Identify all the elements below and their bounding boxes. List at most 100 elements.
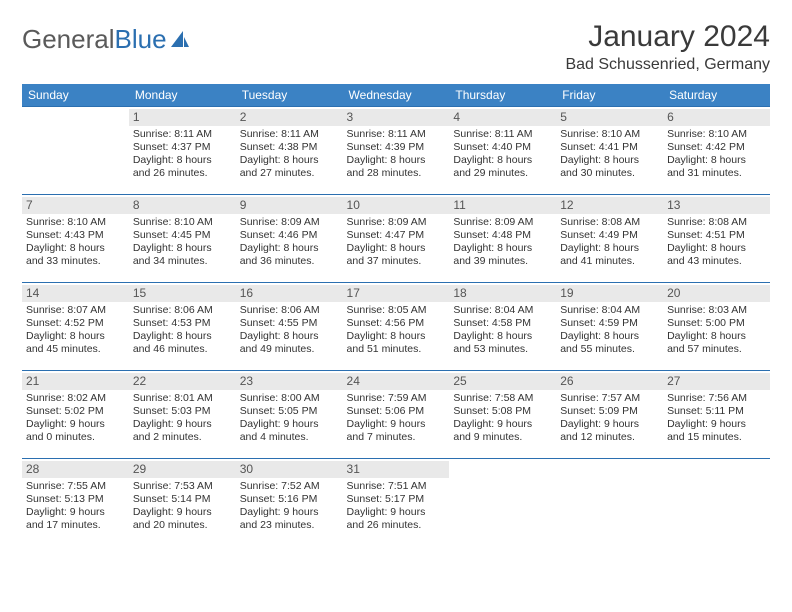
day-number: 7 [22, 197, 129, 214]
weekday-header: Monday [129, 84, 236, 107]
weekday-header: Wednesday [343, 84, 450, 107]
daylight-line-2: and 4 minutes. [240, 431, 339, 444]
calendar-day-cell: 1Sunrise: 8:11 AMSunset: 4:37 PMDaylight… [129, 107, 236, 195]
sunset-line: Sunset: 4:45 PM [133, 229, 232, 242]
sunrise-line: Sunrise: 8:10 AM [560, 128, 659, 141]
calendar-day-cell: 2Sunrise: 8:11 AMSunset: 4:38 PMDaylight… [236, 107, 343, 195]
day-number: 24 [343, 373, 450, 390]
daylight-line-1: Daylight: 9 hours [240, 506, 339, 519]
logo-sail-icon [169, 29, 191, 51]
daylight-line-2: and 39 minutes. [453, 255, 552, 268]
daylight-line-1: Daylight: 9 hours [453, 418, 552, 431]
daylight-line-2: and 33 minutes. [26, 255, 125, 268]
sunrise-line: Sunrise: 7:52 AM [240, 480, 339, 493]
day-number: 22 [129, 373, 236, 390]
weekday-header: Friday [556, 84, 663, 107]
sunset-line: Sunset: 5:05 PM [240, 405, 339, 418]
sunrise-line: Sunrise: 8:03 AM [667, 304, 766, 317]
daylight-line-2: and 20 minutes. [133, 519, 232, 532]
day-number: 5 [556, 109, 663, 126]
sunset-line: Sunset: 5:00 PM [667, 317, 766, 330]
calendar-day-cell: 31Sunrise: 7:51 AMSunset: 5:17 PMDayligh… [343, 459, 450, 547]
sunrise-line: Sunrise: 8:06 AM [240, 304, 339, 317]
daylight-line-2: and 28 minutes. [347, 167, 446, 180]
daylight-line-2: and 26 minutes. [133, 167, 232, 180]
daylight-line-2: and 15 minutes. [667, 431, 766, 444]
day-number: 11 [449, 197, 556, 214]
sunrise-line: Sunrise: 8:09 AM [240, 216, 339, 229]
calendar-day-cell: 20Sunrise: 8:03 AMSunset: 5:00 PMDayligh… [663, 283, 770, 371]
calendar-day-cell: 29Sunrise: 7:53 AMSunset: 5:14 PMDayligh… [129, 459, 236, 547]
calendar-day-cell: 12Sunrise: 8:08 AMSunset: 4:49 PMDayligh… [556, 195, 663, 283]
daylight-line-1: Daylight: 8 hours [133, 242, 232, 255]
daylight-line-1: Daylight: 9 hours [26, 506, 125, 519]
day-number: 12 [556, 197, 663, 214]
sunset-line: Sunset: 4:40 PM [453, 141, 552, 154]
day-number: 21 [22, 373, 129, 390]
calendar-body: 1Sunrise: 8:11 AMSunset: 4:37 PMDaylight… [22, 107, 770, 547]
sunrise-line: Sunrise: 8:11 AM [347, 128, 446, 141]
calendar-day-cell: 9Sunrise: 8:09 AMSunset: 4:46 PMDaylight… [236, 195, 343, 283]
daylight-line-2: and 57 minutes. [667, 343, 766, 356]
sunrise-line: Sunrise: 8:09 AM [453, 216, 552, 229]
daylight-line-1: Daylight: 9 hours [26, 418, 125, 431]
sunrise-line: Sunrise: 8:08 AM [560, 216, 659, 229]
day-number: 28 [22, 461, 129, 478]
daylight-line-2: and 55 minutes. [560, 343, 659, 356]
calendar-week-row: 14Sunrise: 8:07 AMSunset: 4:52 PMDayligh… [22, 283, 770, 371]
sunrise-line: Sunrise: 8:06 AM [133, 304, 232, 317]
calendar-day-cell [556, 459, 663, 547]
calendar-day-cell: 30Sunrise: 7:52 AMSunset: 5:16 PMDayligh… [236, 459, 343, 547]
daylight-line-2: and 17 minutes. [26, 519, 125, 532]
calendar-day-cell: 11Sunrise: 8:09 AMSunset: 4:48 PMDayligh… [449, 195, 556, 283]
daylight-line-1: Daylight: 9 hours [133, 506, 232, 519]
sunset-line: Sunset: 4:51 PM [667, 229, 766, 242]
sunrise-line: Sunrise: 8:07 AM [26, 304, 125, 317]
calendar-day-cell: 5Sunrise: 8:10 AMSunset: 4:41 PMDaylight… [556, 107, 663, 195]
daylight-line-1: Daylight: 8 hours [453, 330, 552, 343]
day-number: 13 [663, 197, 770, 214]
day-number: 23 [236, 373, 343, 390]
month-title: January 2024 [565, 20, 770, 54]
sunrise-line: Sunrise: 7:58 AM [453, 392, 552, 405]
daylight-line-1: Daylight: 8 hours [26, 330, 125, 343]
sunset-line: Sunset: 4:39 PM [347, 141, 446, 154]
weekday-header: Thursday [449, 84, 556, 107]
weekday-header: Saturday [663, 84, 770, 107]
daylight-line-2: and 43 minutes. [667, 255, 766, 268]
daylight-line-1: Daylight: 8 hours [26, 242, 125, 255]
sunrise-line: Sunrise: 8:11 AM [240, 128, 339, 141]
sunrise-line: Sunrise: 8:11 AM [133, 128, 232, 141]
logo-text-2: Blue [115, 24, 167, 55]
sunrise-line: Sunrise: 8:10 AM [26, 216, 125, 229]
calendar-header-row: SundayMondayTuesdayWednesdayThursdayFrid… [22, 84, 770, 107]
daylight-line-2: and 49 minutes. [240, 343, 339, 356]
brand-logo: GeneralBlue [22, 24, 191, 55]
calendar-day-cell: 3Sunrise: 8:11 AMSunset: 4:39 PMDaylight… [343, 107, 450, 195]
calendar-week-row: 28Sunrise: 7:55 AMSunset: 5:13 PMDayligh… [22, 459, 770, 547]
sunset-line: Sunset: 4:43 PM [26, 229, 125, 242]
calendar-day-cell [22, 107, 129, 195]
sunset-line: Sunset: 4:55 PM [240, 317, 339, 330]
sunset-line: Sunset: 4:49 PM [560, 229, 659, 242]
daylight-line-2: and 7 minutes. [347, 431, 446, 444]
daylight-line-1: Daylight: 8 hours [453, 154, 552, 167]
calendar-day-cell: 19Sunrise: 8:04 AMSunset: 4:59 PMDayligh… [556, 283, 663, 371]
calendar-day-cell: 25Sunrise: 7:58 AMSunset: 5:08 PMDayligh… [449, 371, 556, 459]
daylight-line-2: and 12 minutes. [560, 431, 659, 444]
daylight-line-1: Daylight: 8 hours [347, 330, 446, 343]
daylight-line-1: Daylight: 8 hours [240, 330, 339, 343]
sunrise-line: Sunrise: 8:10 AM [667, 128, 766, 141]
daylight-line-2: and 41 minutes. [560, 255, 659, 268]
calendar-day-cell: 26Sunrise: 7:57 AMSunset: 5:09 PMDayligh… [556, 371, 663, 459]
daylight-line-2: and 9 minutes. [453, 431, 552, 444]
sunrise-line: Sunrise: 7:59 AM [347, 392, 446, 405]
day-number: 15 [129, 285, 236, 302]
sunset-line: Sunset: 5:17 PM [347, 493, 446, 506]
calendar-day-cell: 17Sunrise: 8:05 AMSunset: 4:56 PMDayligh… [343, 283, 450, 371]
daylight-line-1: Daylight: 8 hours [133, 154, 232, 167]
day-number: 17 [343, 285, 450, 302]
calendar-day-cell: 15Sunrise: 8:06 AMSunset: 4:53 PMDayligh… [129, 283, 236, 371]
calendar-day-cell: 21Sunrise: 8:02 AMSunset: 5:02 PMDayligh… [22, 371, 129, 459]
day-number: 6 [663, 109, 770, 126]
